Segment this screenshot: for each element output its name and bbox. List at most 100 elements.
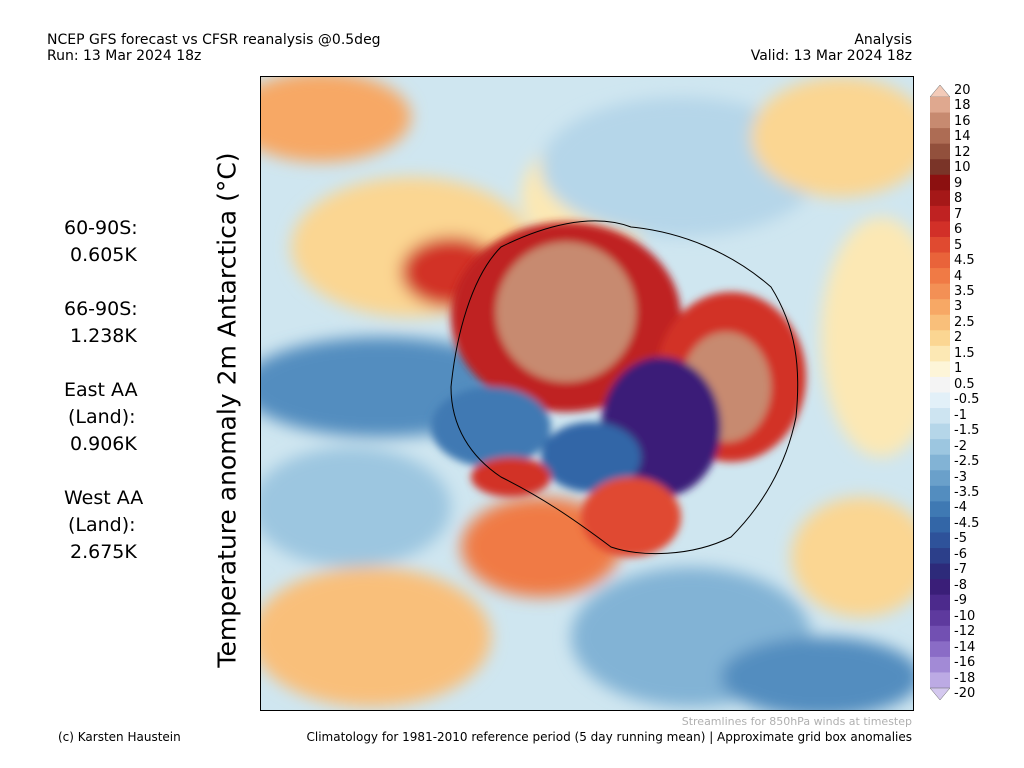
stat-value: 2.675K <box>70 541 137 563</box>
colorbar-tick-label: 14 <box>954 129 971 145</box>
colorbar-tick-label: -7 <box>954 562 967 578</box>
colorbar-swatch <box>930 672 950 689</box>
stat-label: (Land): <box>68 514 136 536</box>
anomaly-map <box>260 76 914 711</box>
colorbar-tick-label: 2 <box>954 330 963 346</box>
colorbar-tick-label: 10 <box>954 160 971 176</box>
colorbar-tick-label: 6 <box>954 222 963 238</box>
colorbar-tick-label: 3.5 <box>954 284 975 299</box>
colorbar-tick-label: -2 <box>954 438 967 454</box>
stat-block-66-90s: 66-90S: 1.238K <box>64 296 138 350</box>
map-title: NCEP GFS forecast vs CFSR reanalysis @0.… <box>47 32 381 48</box>
colorbar-swatch <box>930 423 950 440</box>
colorbar-swatch <box>930 299 950 316</box>
colorbar-swatch <box>930 252 950 269</box>
colorbar-tick-label: -20 <box>954 686 976 701</box>
colorbar-swatch <box>930 376 950 393</box>
stat-label: 60-90S: <box>64 217 138 239</box>
colorbar-tick-label: 18 <box>954 98 971 114</box>
colorbar-swatch <box>930 408 950 425</box>
colorbar-tick-label: 20 <box>954 83 971 98</box>
colorbar-swatch <box>930 439 950 456</box>
colorbar-swatch <box>930 485 950 502</box>
colorbar-swatch <box>930 205 950 222</box>
colorbar-svg <box>929 84 951 701</box>
y-axis-label: Temperature anomaly 2m Antarctica (°C) <box>212 152 242 668</box>
colorbar-tick-label: -1 <box>954 407 967 423</box>
colorbar-bottom-triangle <box>929 687 951 701</box>
run-time: Run: 13 Mar 2024 18z <box>47 48 202 64</box>
colorbar-tick-label: -4.5 <box>954 515 980 531</box>
streamline-note: Streamlines for 850hPa winds at timestep <box>681 715 912 728</box>
stat-label: West AA <box>64 487 144 509</box>
colorbar-swatch <box>930 563 950 580</box>
colorbar-swatch <box>930 392 950 409</box>
colorbar-swatch <box>930 470 950 487</box>
colorbar-swatch <box>930 143 950 160</box>
colorbar-tick-label: -2.5 <box>954 454 980 470</box>
colorbar-tick-label: -14 <box>954 639 976 655</box>
colorbar-swatch <box>930 532 950 549</box>
stat-value: 0.906K <box>70 433 137 455</box>
colorbar-swatch <box>930 361 950 378</box>
colorbar-swatch <box>930 625 950 642</box>
stat-label: East AA <box>64 379 138 401</box>
anomaly-background <box>261 77 913 710</box>
colorbar-swatch <box>930 268 950 285</box>
colorbar-tick-label: 7 <box>954 206 963 222</box>
header-right: Analysis Valid: 13 Mar 2024 18z <box>751 32 912 64</box>
colorbar-tick-label: -16 <box>954 655 976 671</box>
colorbar-swatch <box>930 221 950 238</box>
colorbar-swatch <box>930 454 950 471</box>
colorbar-swatch <box>930 516 950 533</box>
colorbar-tick-label: -5 <box>954 531 967 547</box>
header-left: NCEP GFS forecast vs CFSR reanalysis @0.… <box>47 32 381 64</box>
stat-value: 1.238K <box>70 325 137 347</box>
colorbar-tick-label: 9 <box>954 175 963 191</box>
colorbar-tick-label: 0.5 <box>954 376 975 392</box>
colorbar-tick-label: -1.5 <box>954 423 980 439</box>
credit: (c) Karsten Haustein <box>58 730 181 744</box>
colorbar-top-triangle <box>929 84 951 98</box>
colorbar-tick-label: 3 <box>954 299 963 315</box>
antarctica-coastline <box>450 220 799 555</box>
colorbar-swatch <box>930 579 950 596</box>
colorbar-swatch <box>930 112 950 129</box>
colorbar-swatch <box>930 236 950 254</box>
stat-label: 66-90S: <box>64 298 138 320</box>
colorbar-tick-label: -4 <box>954 500 967 516</box>
colorbar-swatch <box>930 190 950 207</box>
colorbar-tick-label: 1 <box>954 361 963 377</box>
colorbar-swatch <box>930 97 950 114</box>
climatology-note: Climatology for 1981-2010 reference peri… <box>306 730 913 744</box>
colorbar-swatch <box>930 345 950 362</box>
colorbar-tick-label: -0.5 <box>954 392 980 408</box>
analysis-label: Analysis <box>854 32 912 48</box>
colorbar-tick-label: 12 <box>954 144 971 160</box>
colorbar-swatch <box>930 501 950 518</box>
colorbar-swatch <box>930 159 950 176</box>
colorbar <box>929 84 951 701</box>
colorbar-tick-label: -3 <box>954 469 967 485</box>
colorbar-tick-label: -10 <box>954 608 976 624</box>
stat-block-east-aa: East AA (Land): 0.906K <box>64 377 138 458</box>
colorbar-tick-label: 16 <box>954 113 971 129</box>
colorbar-swatch <box>930 283 950 300</box>
colorbar-swatch <box>930 548 950 565</box>
colorbar-swatch <box>930 594 950 611</box>
colorbar-swatch <box>930 174 950 191</box>
colorbar-tick-label: 4.5 <box>954 253 975 269</box>
colorbar-tick-label: 8 <box>954 191 963 207</box>
colorbar-swatch <box>930 656 950 673</box>
colorbar-tick-label: -3.5 <box>954 485 980 500</box>
stat-label: (Land): <box>68 406 136 428</box>
colorbar-swatch <box>930 128 950 145</box>
anomaly-field <box>261 77 913 710</box>
colorbar-swatch <box>930 641 950 658</box>
colorbar-tick-label: -9 <box>954 593 967 609</box>
colorbar-tick-label: 4 <box>954 268 963 284</box>
colorbar-tick-label: -12 <box>954 624 976 640</box>
antarctica-anomalies <box>431 222 806 557</box>
valid-time: Valid: 13 Mar 2024 18z <box>750 48 912 64</box>
colorbar-tick-label: 2.5 <box>954 314 975 330</box>
